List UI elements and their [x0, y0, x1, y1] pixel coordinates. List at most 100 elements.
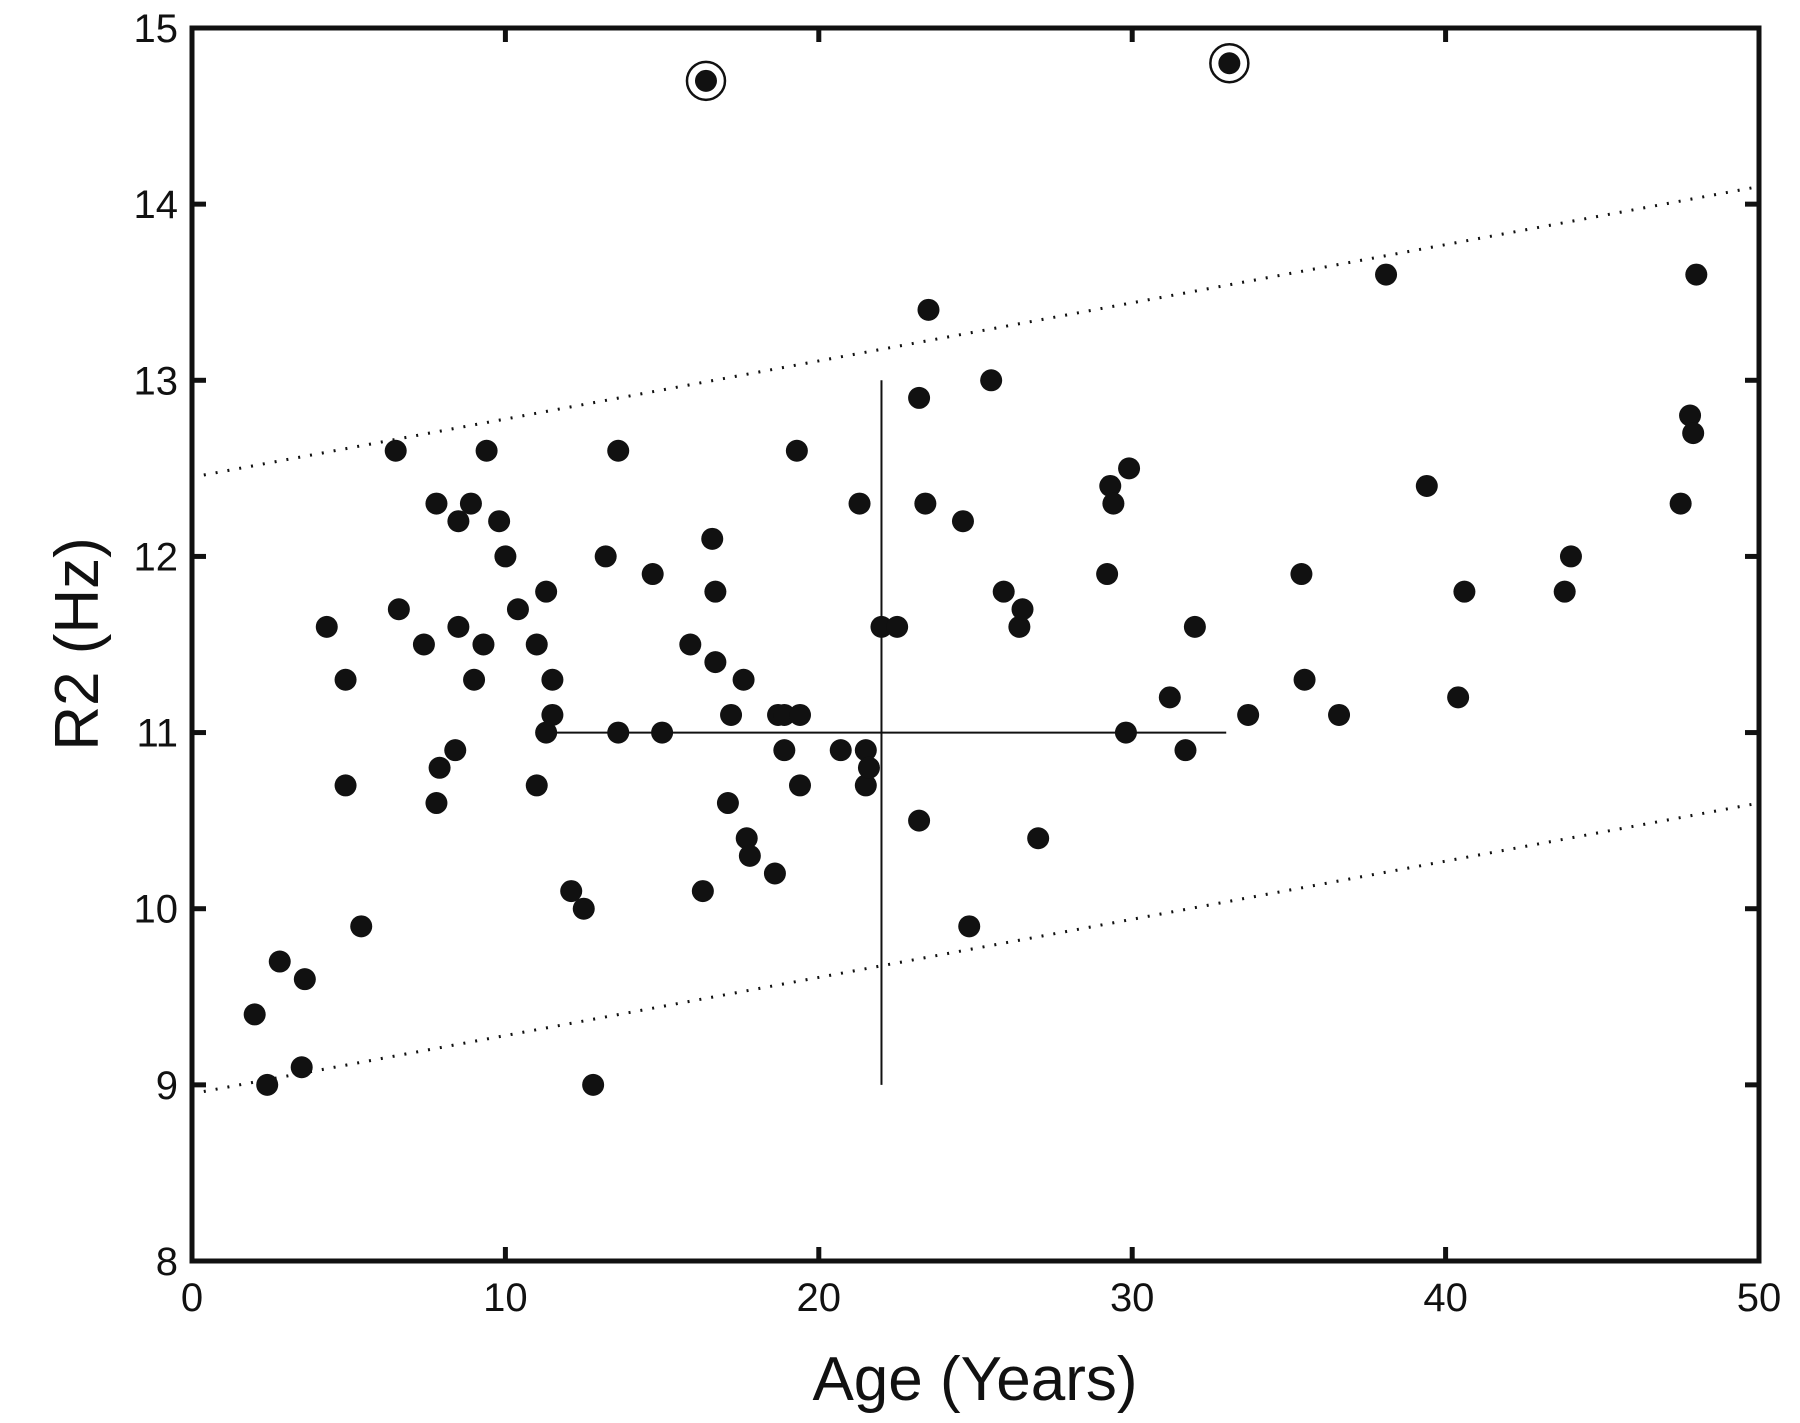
data-point — [829, 739, 852, 762]
data-point — [886, 615, 909, 638]
outlier-markers — [685, 42, 1250, 102]
x-axis-label: Age (Years) — [812, 1345, 1137, 1414]
data-point — [914, 492, 937, 515]
y-tick-label: 13 — [134, 359, 179, 403]
data-points — [243, 52, 1708, 1096]
y-tick-label: 9 — [156, 1064, 178, 1108]
data-point — [582, 1073, 605, 1096]
data-point — [701, 527, 724, 550]
data-point — [848, 492, 871, 515]
data-point — [1218, 52, 1241, 75]
y-tick-label: 15 — [134, 7, 179, 51]
outlier-ring — [1209, 42, 1250, 84]
data-point — [293, 968, 316, 991]
data-point — [1293, 668, 1316, 691]
data-point — [1375, 263, 1398, 286]
data-point — [679, 633, 702, 656]
data-point — [535, 721, 558, 744]
outlier-ring — [685, 60, 727, 102]
data-point — [494, 545, 517, 568]
data-point — [1453, 580, 1476, 603]
plot-frame — [189, 25, 1762, 1264]
data-point — [541, 703, 564, 726]
data-point — [525, 633, 548, 656]
data-point — [1290, 563, 1313, 586]
x-tick-label: 50 — [1737, 1276, 1782, 1320]
data-point — [447, 615, 470, 638]
data-point — [506, 598, 529, 621]
data-point — [425, 792, 448, 815]
data-point — [1011, 598, 1034, 621]
data-point — [1183, 615, 1206, 638]
data-point — [1447, 686, 1470, 709]
data-point — [535, 580, 558, 603]
data-point — [908, 809, 931, 832]
data-point — [594, 545, 617, 568]
data-point — [917, 298, 940, 321]
data-point — [488, 510, 511, 533]
data-point — [463, 668, 486, 691]
y-axis-label: R2 (Hz) — [43, 537, 112, 751]
data-point — [412, 633, 435, 656]
x-tick-label: 20 — [797, 1276, 842, 1320]
data-point — [1237, 703, 1260, 726]
data-point — [704, 651, 727, 674]
data-point — [290, 1056, 313, 1079]
data-point — [1328, 703, 1351, 726]
data-point — [785, 439, 808, 462]
data-point — [315, 615, 338, 638]
data-point — [607, 721, 630, 744]
data-point — [716, 792, 739, 815]
data-point — [268, 950, 291, 973]
data-point — [980, 369, 1003, 392]
data-point — [243, 1003, 266, 1026]
data-point — [735, 827, 758, 850]
data-point — [788, 774, 811, 797]
data-point — [428, 756, 451, 779]
data-point — [691, 880, 714, 903]
data-point — [704, 580, 727, 603]
data-point — [560, 880, 583, 903]
data-point — [350, 915, 373, 938]
y-tick-label: 8 — [156, 1240, 178, 1284]
data-point — [1114, 721, 1137, 744]
data-point — [992, 580, 1015, 603]
data-point — [908, 386, 931, 409]
data-point — [387, 598, 410, 621]
data-point — [1008, 615, 1031, 638]
data-point — [334, 774, 357, 797]
data-point — [1102, 492, 1125, 515]
data-point — [773, 703, 796, 726]
data-point — [1559, 545, 1582, 568]
data-point — [720, 703, 743, 726]
data-point — [738, 844, 761, 867]
data-point — [1096, 563, 1119, 586]
prediction-bounds — [191, 185, 1760, 1096]
data-point — [1679, 404, 1702, 427]
data-point — [425, 492, 448, 515]
data-point — [1682, 422, 1705, 445]
data-point — [1118, 457, 1141, 480]
data-point — [732, 668, 755, 691]
data-point — [1158, 686, 1181, 709]
data-point — [641, 563, 664, 586]
data-point — [444, 739, 467, 762]
data-point — [459, 492, 482, 515]
data-point — [694, 69, 717, 92]
data-point — [1174, 739, 1197, 762]
data-point — [854, 739, 877, 762]
data-point — [607, 439, 630, 462]
data-point — [788, 703, 811, 726]
data-point — [1553, 580, 1576, 603]
data-point — [870, 615, 893, 638]
data-point — [475, 439, 498, 462]
data-point — [1415, 474, 1438, 497]
data-point — [472, 633, 495, 656]
data-point — [541, 668, 564, 691]
x-tick-label: 10 — [483, 1276, 528, 1320]
y-tick-label: 12 — [134, 535, 179, 579]
data-point — [572, 897, 595, 920]
data-point — [1099, 474, 1122, 497]
y-tick-label: 11 — [136, 712, 178, 756]
